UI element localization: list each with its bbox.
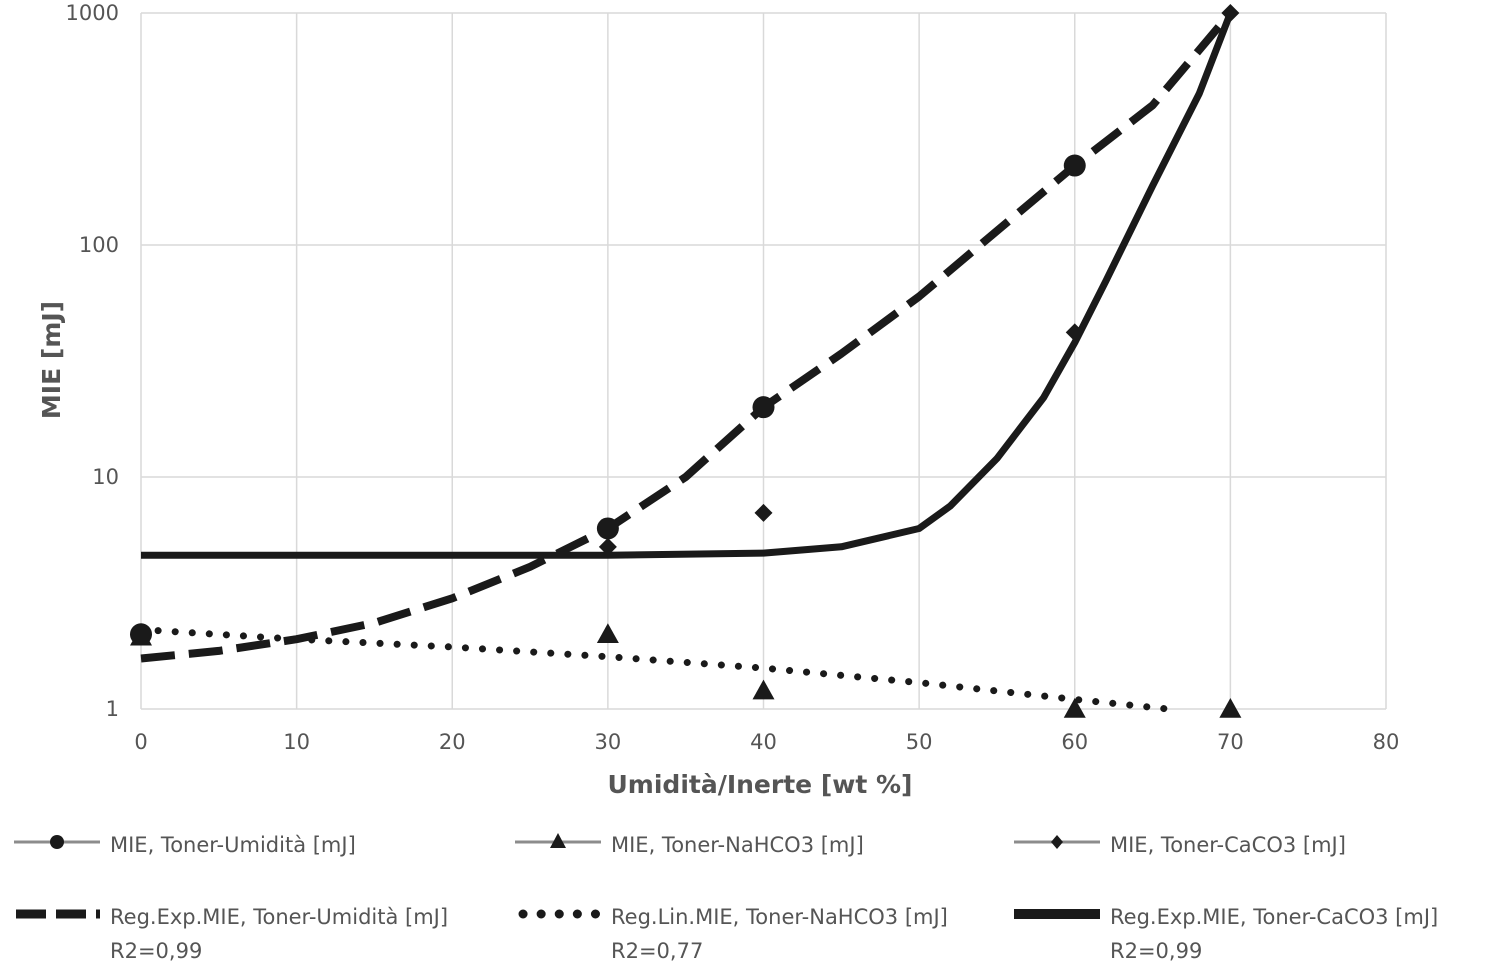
solid-regression-line bbox=[141, 11, 1234, 559]
circle-data-point bbox=[1063, 154, 1086, 177]
triangle-data-point bbox=[596, 623, 619, 644]
diamond-data-point bbox=[132, 627, 150, 646]
legend-item-regexp-caco3: Reg.Exp.MIE, Toner-CaCO3 [mJ] R2=0,99 bbox=[1012, 900, 1438, 968]
circle-data-point bbox=[596, 517, 619, 540]
legend-r2: R2=0,99 bbox=[110, 939, 203, 963]
dashed-regression-line bbox=[140, 10, 1234, 663]
legend: MIE, Toner-Umidità [mJ] MIE, Toner-NaHCO… bbox=[0, 820, 1506, 968]
y-axis-title: MIE [mJ] bbox=[37, 301, 66, 419]
legend-label: MIE, Toner-Umidità [mJ] bbox=[110, 833, 356, 857]
x-tick-label: 50 bbox=[906, 730, 933, 754]
x-tick-label: 60 bbox=[1061, 730, 1088, 754]
y-tick-label: 1 bbox=[106, 697, 119, 721]
x-tick-label: 20 bbox=[439, 730, 466, 754]
legend-item-reglin-nahco3: Reg.Lin.MIE, Toner-NaHCO3 [mJ] R2=0,77 bbox=[513, 900, 948, 968]
legend-label: Reg.Exp.MIE, Toner-Umidità [mJ] bbox=[110, 905, 449, 929]
legend-item-toner-caco3: MIE, Toner-CaCO3 [mJ] bbox=[1012, 828, 1346, 862]
triangle-marker-icon bbox=[515, 833, 601, 848]
tick-labels: 0 10 20 30 40 50 60 70 80 1 10 100 1000 bbox=[66, 1, 1400, 754]
legend-item-toner-nahco3: MIE, Toner-NaHCO3 [mJ] bbox=[513, 828, 864, 862]
legend-item-regexp-umidita: Reg.Exp.MIE, Toner-Umidità [mJ] R2=0,99 bbox=[12, 900, 448, 968]
solid-line-icon bbox=[1014, 909, 1100, 919]
triangle-data-point bbox=[752, 679, 775, 700]
regression-lines bbox=[137, 10, 1234, 713]
y-tick-label: 100 bbox=[79, 233, 119, 257]
circle-marker-icon bbox=[14, 835, 100, 849]
diamond-data-point bbox=[1065, 323, 1084, 342]
x-tick-label: 80 bbox=[1373, 730, 1400, 754]
triangle-data-point bbox=[1063, 698, 1086, 718]
legend-label: Reg.Lin.MIE, Toner-NaHCO3 [mJ] bbox=[611, 905, 948, 929]
x-tick-label: 70 bbox=[1217, 730, 1244, 754]
triangle-data-point bbox=[1219, 698, 1242, 718]
gridlines bbox=[140, 12, 1387, 710]
x-tick-label: 10 bbox=[283, 730, 310, 754]
legend-item-toner-umidita: MIE, Toner-Umidità [mJ] bbox=[12, 828, 356, 862]
legend-r2: R2=0,99 bbox=[1110, 939, 1203, 963]
dotted-regression-line bbox=[137, 626, 1172, 713]
circle-data-point bbox=[752, 396, 775, 419]
data-markers bbox=[130, 4, 1242, 718]
dotted-line-icon bbox=[518, 909, 603, 919]
legend-r2: R2=0,77 bbox=[611, 939, 704, 963]
legend-label: Reg.Exp.MIE, Toner-CaCO3 [mJ] bbox=[1110, 905, 1439, 929]
x-tick-label: 30 bbox=[595, 730, 622, 754]
chart: 0 10 20 30 40 50 60 70 80 1 10 100 1000 Umidità/Iner… bbox=[37, 1, 1400, 799]
legend-label: MIE, Toner-NaHCO3 [mJ] bbox=[611, 833, 864, 857]
y-tick-label: 1000 bbox=[66, 1, 119, 25]
x-tick-label: 0 bbox=[134, 730, 147, 754]
diamond-data-point bbox=[598, 537, 617, 556]
y-tick-label: 10 bbox=[92, 465, 119, 489]
x-tick-label: 40 bbox=[750, 730, 777, 754]
diamond-data-point bbox=[1221, 4, 1240, 22]
diamond-marker-icon bbox=[1014, 835, 1100, 849]
dashed-line-icon bbox=[16, 909, 100, 919]
legend-label: MIE, Toner-CaCO3 [mJ] bbox=[1110, 833, 1346, 857]
diamond-data-point bbox=[754, 503, 773, 522]
x-axis-title: Umidità/Inerte [wt %] bbox=[608, 770, 913, 799]
